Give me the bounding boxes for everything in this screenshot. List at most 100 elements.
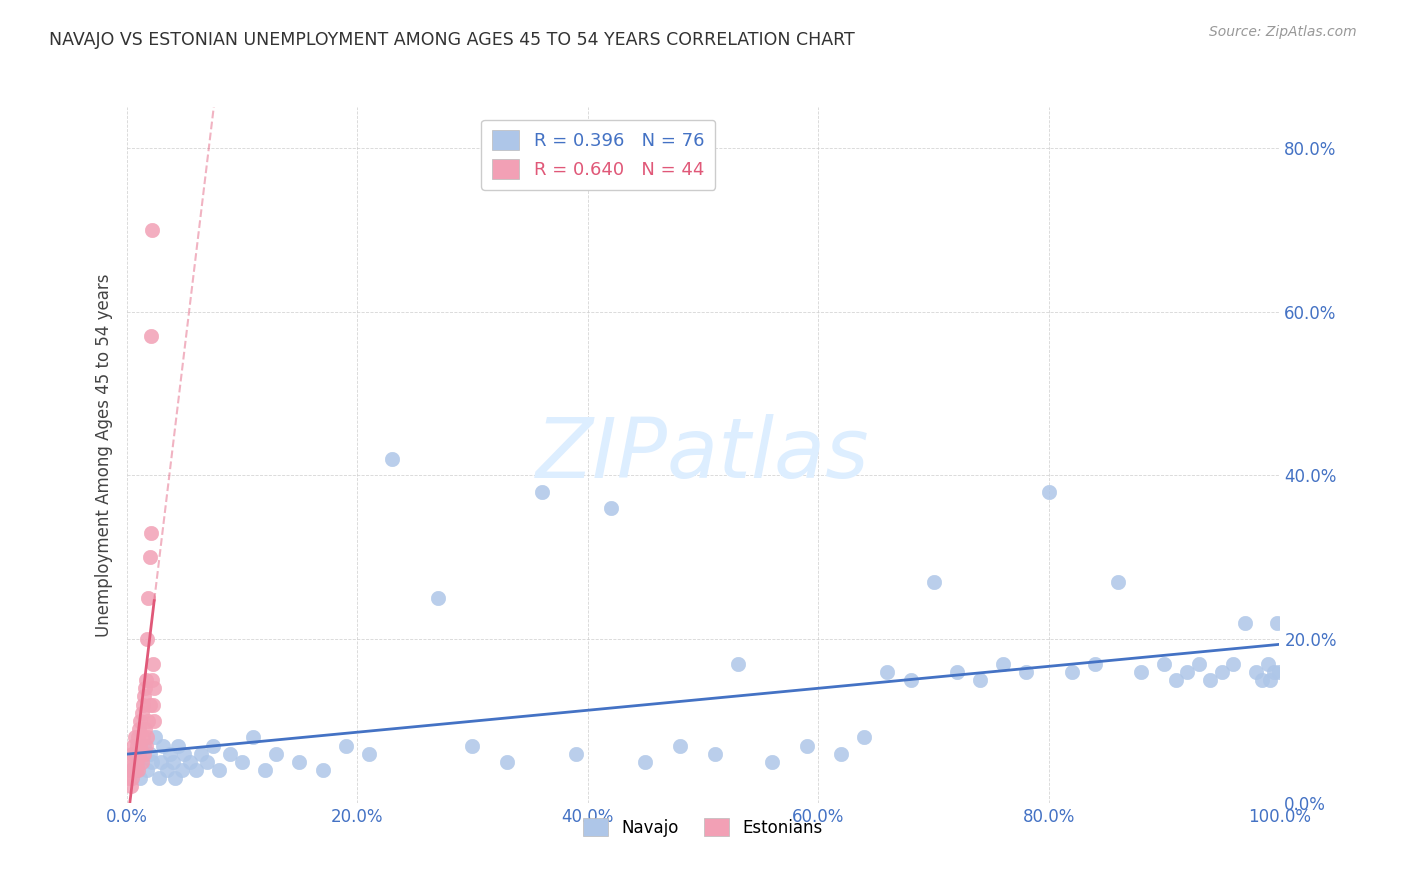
Point	[1251, 673, 1274, 687]
Point	[122, 763, 145, 777]
Point	[173, 747, 195, 761]
Point	[118, 763, 141, 777]
Point	[876, 665, 898, 679]
Point	[311, 763, 333, 777]
Point	[141, 223, 163, 237]
Point	[134, 681, 156, 696]
Point	[138, 591, 160, 606]
Point	[135, 673, 157, 687]
Point	[125, 763, 148, 777]
Point	[132, 747, 155, 761]
Point	[125, 755, 148, 769]
Point	[141, 673, 163, 687]
Point	[426, 591, 449, 606]
Point	[634, 755, 657, 769]
Point	[143, 681, 166, 696]
Point	[139, 525, 162, 540]
Point	[1084, 657, 1107, 671]
Point	[131, 706, 153, 720]
Point	[565, 747, 588, 761]
Point	[170, 763, 193, 777]
Point	[1188, 657, 1211, 671]
Point	[131, 731, 153, 745]
Point	[1258, 673, 1281, 687]
Point	[136, 763, 159, 777]
Point	[121, 771, 143, 785]
Text: ZIPatlas: ZIPatlas	[536, 415, 870, 495]
Point	[124, 731, 146, 745]
Point	[118, 771, 141, 785]
Point	[184, 763, 207, 777]
Point	[530, 484, 553, 499]
Point	[900, 673, 922, 687]
Point	[266, 747, 288, 761]
Point	[202, 739, 225, 753]
Point	[1153, 657, 1175, 671]
Point	[357, 747, 380, 761]
Point	[141, 755, 163, 769]
Point	[131, 698, 153, 712]
Point	[127, 763, 149, 777]
Point	[496, 755, 519, 769]
Point	[727, 657, 749, 671]
Point	[922, 574, 945, 589]
Point	[288, 755, 311, 769]
Point	[969, 673, 991, 687]
Point	[128, 747, 150, 761]
Point	[121, 763, 143, 777]
Point	[134, 722, 156, 736]
Point	[145, 731, 166, 745]
Point	[163, 771, 186, 785]
Point	[127, 731, 149, 745]
Point	[125, 739, 148, 753]
Point	[991, 657, 1014, 671]
Point	[162, 755, 184, 769]
Point	[1233, 615, 1256, 630]
Point	[131, 755, 153, 769]
Point	[128, 722, 150, 736]
Point	[1164, 673, 1187, 687]
Point	[1222, 657, 1244, 671]
Point	[124, 755, 146, 769]
Point	[1211, 665, 1233, 679]
Point	[1268, 665, 1291, 679]
Text: NAVAJO VS ESTONIAN UNEMPLOYMENT AMONG AGES 45 TO 54 YEARS CORRELATION CHART: NAVAJO VS ESTONIAN UNEMPLOYMENT AMONG AG…	[49, 31, 855, 49]
Point	[1060, 665, 1083, 679]
Point	[139, 329, 162, 343]
Point	[1038, 484, 1060, 499]
Point	[195, 755, 218, 769]
Point	[335, 739, 357, 753]
Point	[703, 747, 725, 761]
Point	[120, 780, 142, 794]
Point	[1199, 673, 1222, 687]
Point	[1265, 615, 1288, 630]
Point	[253, 763, 276, 777]
Point	[152, 739, 174, 753]
Point	[167, 739, 190, 753]
Point	[159, 747, 181, 761]
Point	[1130, 665, 1153, 679]
Point	[125, 747, 148, 761]
Point	[138, 714, 160, 728]
Point	[761, 755, 783, 769]
Point	[242, 731, 264, 745]
Y-axis label: Unemployment Among Ages 45 to 54 years: Unemployment Among Ages 45 to 54 years	[94, 273, 112, 637]
Point	[231, 755, 253, 769]
Point	[599, 501, 621, 516]
Point	[1015, 665, 1038, 679]
Point	[461, 739, 484, 753]
Point	[150, 755, 173, 769]
Point	[122, 739, 145, 753]
Point	[1246, 665, 1268, 679]
Point	[1257, 657, 1279, 671]
Point	[179, 755, 201, 769]
Point	[138, 747, 160, 761]
Point	[135, 739, 157, 753]
Point	[143, 714, 166, 728]
Point	[121, 747, 143, 761]
Point	[219, 747, 242, 761]
Point	[190, 747, 212, 761]
Point	[127, 755, 149, 769]
Point	[208, 763, 231, 777]
Point	[132, 690, 155, 704]
